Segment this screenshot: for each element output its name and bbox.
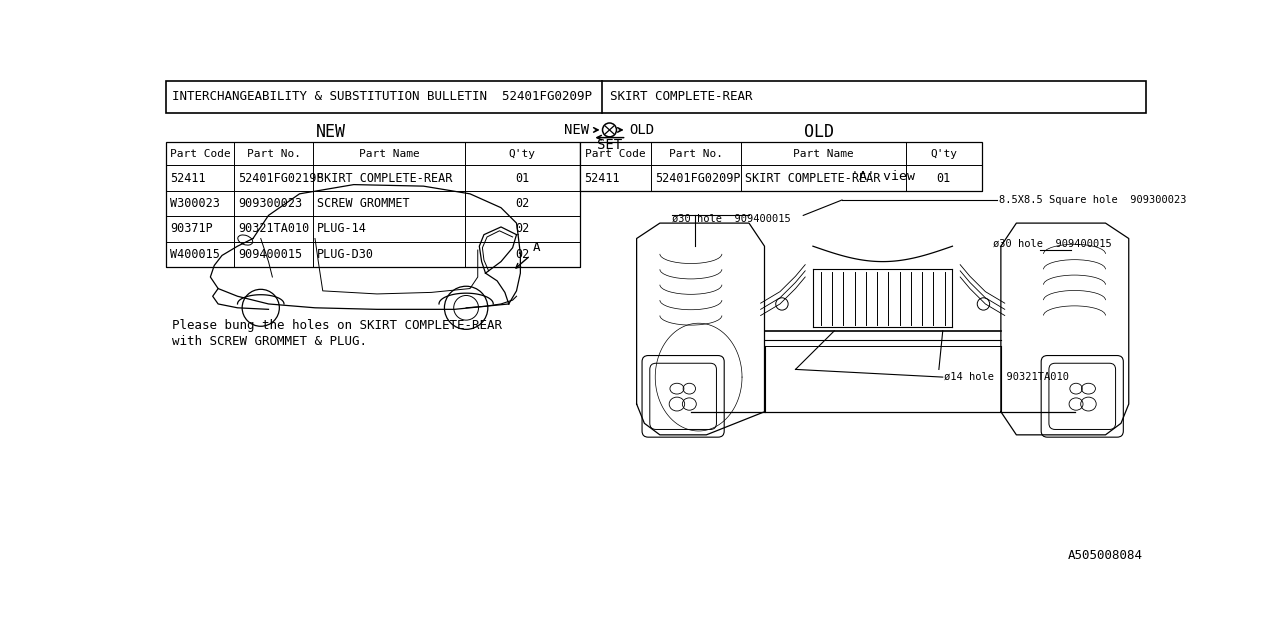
Text: SCREW GROMMET: SCREW GROMMET [317, 197, 410, 210]
Text: Q'ty: Q'ty [509, 148, 536, 159]
Text: ø14 hole  90321TA010: ø14 hole 90321TA010 [945, 372, 1069, 382]
Text: Q'ty: Q'ty [931, 148, 957, 159]
Text: 909300023: 909300023 [238, 197, 302, 210]
Text: NEW: NEW [564, 123, 589, 137]
FancyBboxPatch shape [650, 364, 717, 429]
Bar [166, 142, 580, 267]
Text: OLD: OLD [804, 124, 833, 141]
Text: Part Code: Part Code [170, 148, 230, 159]
Text: SKIRT COMPLETE-REAR: SKIRT COMPLETE-REAR [745, 172, 881, 184]
Text: W400015: W400015 [170, 248, 220, 260]
Text: A505008084: A505008084 [1068, 549, 1143, 562]
Text: Part Name: Part Name [358, 148, 420, 159]
Bar [166, 81, 1146, 113]
Text: 52411: 52411 [584, 172, 620, 184]
Text: 52401FG0219P: 52401FG0219P [238, 172, 324, 184]
Text: SKIRT COMPLETE-REAR: SKIRT COMPLETE-REAR [609, 90, 753, 103]
Text: 02: 02 [515, 222, 530, 236]
Text: 52411: 52411 [170, 172, 206, 184]
FancyBboxPatch shape [1041, 356, 1124, 437]
Text: with SCREW GROMMET & PLUG.: with SCREW GROMMET & PLUG. [172, 335, 366, 348]
Bar [580, 142, 982, 191]
Text: 01: 01 [937, 172, 951, 184]
Text: 02: 02 [515, 248, 530, 260]
FancyBboxPatch shape [1048, 364, 1116, 429]
Text: 02: 02 [515, 197, 530, 210]
Text: 909400015: 909400015 [238, 248, 302, 260]
Text: W300023: W300023 [170, 197, 220, 210]
Text: A: A [532, 241, 540, 254]
Text: PLUG-D30: PLUG-D30 [317, 248, 374, 260]
Text: SKIRT COMPLETE-REAR: SKIRT COMPLETE-REAR [317, 172, 453, 184]
Text: 01: 01 [515, 172, 530, 184]
Text: SET: SET [596, 138, 622, 152]
Text: Part No.: Part No. [669, 148, 723, 159]
Text: OLD: OLD [630, 123, 655, 137]
Text: Part Code: Part Code [585, 148, 646, 159]
Text: Please bung the holes on SKIRT COMPLETE-REAR: Please bung the holes on SKIRT COMPLETE-… [172, 319, 502, 332]
Text: 'A' view: 'A' view [851, 170, 915, 184]
Text: NEW: NEW [315, 124, 346, 141]
Text: 90321TA010: 90321TA010 [238, 222, 310, 236]
FancyBboxPatch shape [643, 356, 724, 437]
Text: ø30 hole  909400015: ø30 hole 909400015 [672, 214, 790, 224]
Text: PLUG-14: PLUG-14 [317, 222, 367, 236]
Text: 8.5X8.5 Square hole  909300023: 8.5X8.5 Square hole 909300023 [998, 195, 1187, 205]
Text: Part Name: Part Name [794, 148, 854, 159]
Text: INTERCHANGEABILITY & SUBSTITUTION BULLETIN  52401FG0209P: INTERCHANGEABILITY & SUBSTITUTION BULLET… [173, 90, 593, 103]
Text: 90371P: 90371P [170, 222, 212, 236]
Text: 52401FG0209P: 52401FG0209P [655, 172, 741, 184]
Text: Part No.: Part No. [247, 148, 301, 159]
Text: ø30 hole  909400015: ø30 hole 909400015 [993, 239, 1112, 248]
